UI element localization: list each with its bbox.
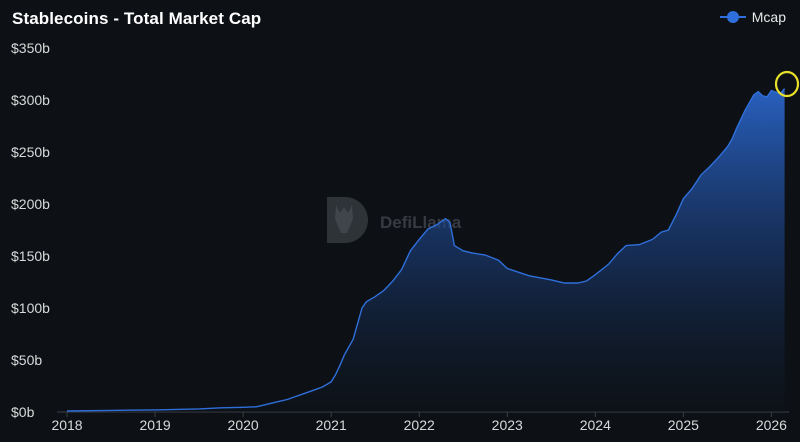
- series-area: [67, 88, 785, 412]
- llama-logo-icon: [327, 197, 368, 243]
- series-line: [66, 88, 786, 412]
- series-group: [66, 88, 786, 412]
- x-tick-label: 2021: [316, 417, 347, 433]
- x-tick-label: 2024: [580, 417, 611, 433]
- y-tick-label: $150b: [11, 248, 50, 264]
- highlight-circle: [774, 70, 800, 98]
- legend-label: Mcap: [751, 9, 786, 25]
- y-tick-label: $250b: [11, 144, 50, 160]
- x-axis: 2018 2019 2020 2021 2022 2023 2024 2025 2026: [51, 412, 787, 433]
- x-tick-label: 2025: [668, 417, 699, 433]
- x-tick-label: 2020: [228, 417, 259, 433]
- x-tick-label: 2026: [756, 417, 787, 433]
- y-tick-label: $300b: [11, 92, 50, 108]
- x-tick-label: 2019: [140, 417, 171, 433]
- y-tick-label: $50b: [11, 352, 42, 368]
- y-tick-label: $200b: [11, 196, 50, 212]
- x-tick-label: 2022: [404, 417, 435, 433]
- x-tick-label: 2023: [492, 417, 523, 433]
- chart-title: Stablecoins - Total Market Cap: [12, 9, 262, 28]
- y-tick-label: $100b: [11, 300, 50, 316]
- y-axis: $0b $50b $100b $150b $200b $250b $300b $350b: [11, 40, 50, 420]
- legend[interactable]: Mcap: [719, 9, 786, 25]
- legend-marker-icon: [719, 11, 746, 23]
- x-tick-label: 2018: [51, 417, 82, 433]
- y-tick-label: $350b: [11, 40, 50, 56]
- y-tick-label: $0b: [11, 404, 35, 420]
